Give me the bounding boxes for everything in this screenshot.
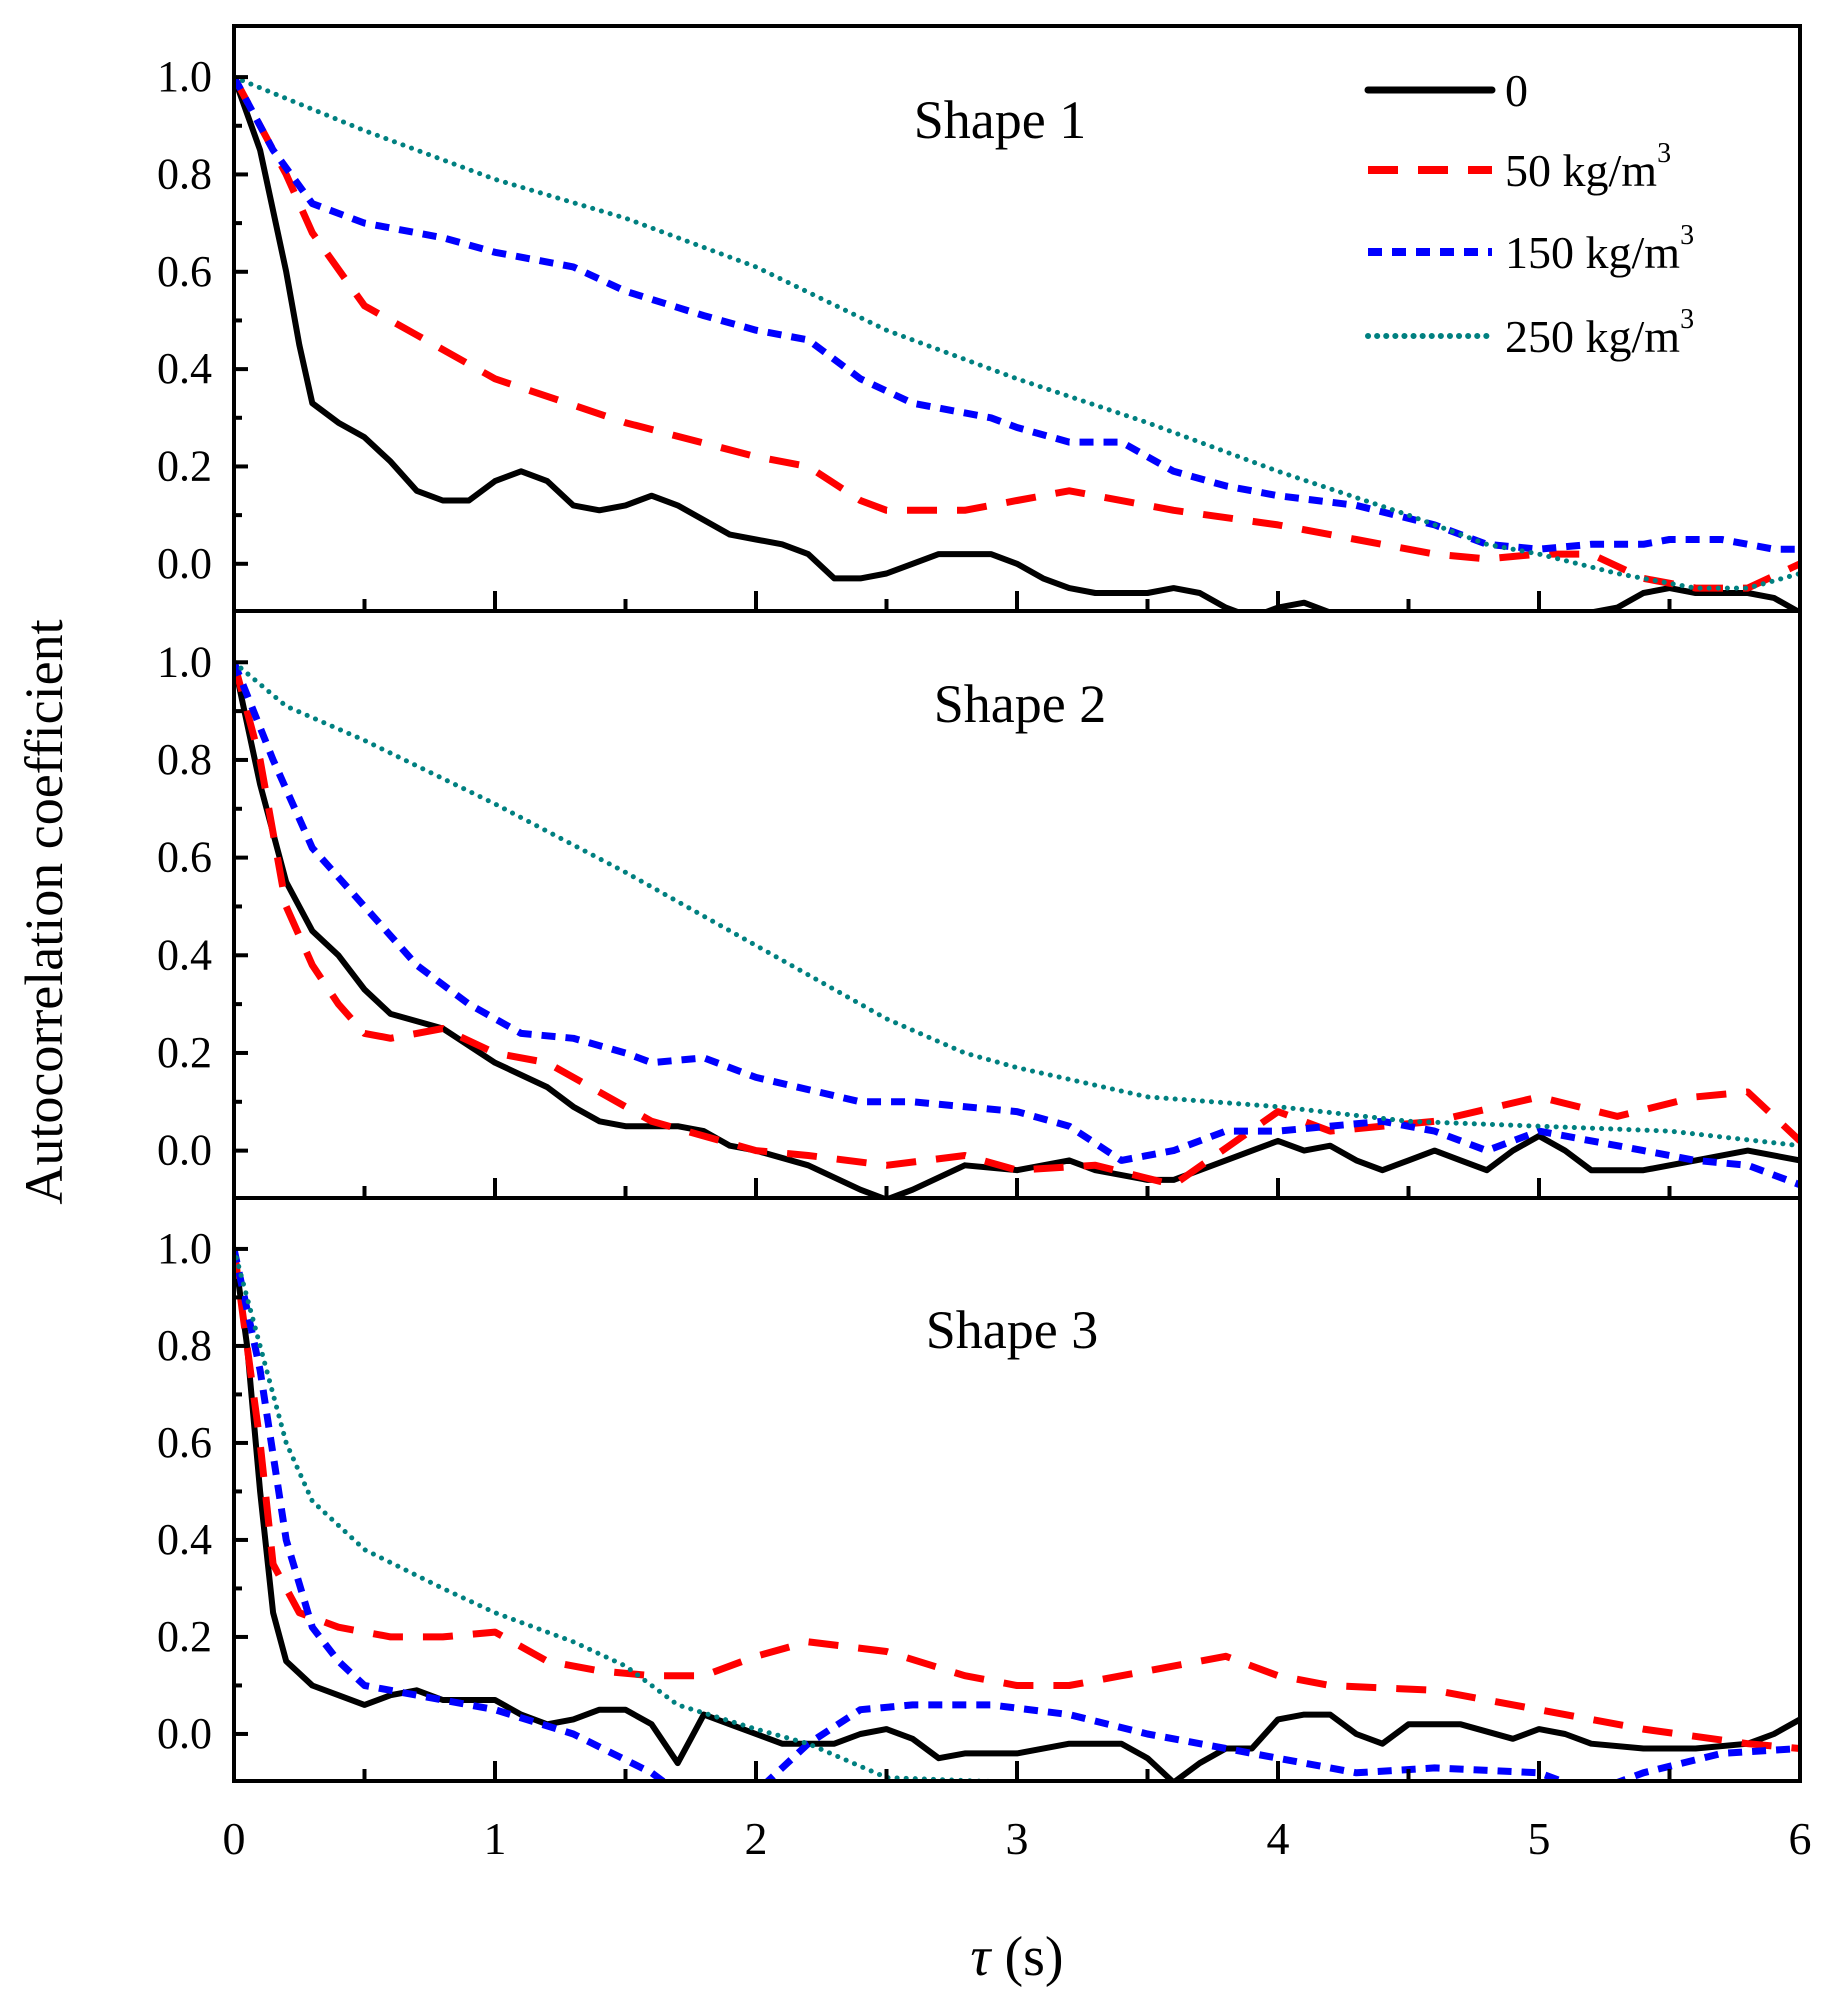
y-tick-label: 0.8 (157, 149, 212, 198)
panel-title: Shape 3 (926, 1300, 1098, 1360)
y-tick-label: 0.6 (157, 833, 212, 882)
panel-title: Shape 2 (934, 674, 1106, 734)
legend: 0 50 kg/m3 150 kg/m3 250 kg/m3 (1364, 65, 1694, 362)
x-tick-label: 0 (223, 1813, 246, 1864)
series-line-0 (234, 74, 1800, 611)
y-tick-label: 0.2 (157, 441, 212, 490)
y-tick-label: 1.0 (157, 52, 212, 101)
series-line-250-kg-m3 (234, 1246, 1800, 1781)
panel-3: 0.0 0.2 0.4 0.6 0.8 1.0 Shape 3 (157, 1196, 1802, 1783)
x-tick-label: 4 (1267, 1813, 1290, 1864)
x-tick-label: 1 (484, 1813, 507, 1864)
y-tick-label: 0.4 (157, 1515, 212, 1564)
x-tick-label: 5 (1528, 1813, 1551, 1864)
y-tick-label: 0.4 (157, 344, 212, 393)
series-line-50-kg-m3 (234, 1248, 1800, 1752)
y-tick-label: 0.6 (157, 1418, 212, 1467)
series-line-150-kg-m3 (234, 660, 1800, 1189)
legend-label: 150 kg/m3 (1505, 220, 1694, 278)
x-tick-label: 2 (745, 1813, 768, 1864)
y-tick-label: 0.2 (157, 1028, 212, 1077)
x-axis-label-symbol: τ (970, 1926, 992, 1988)
x-tick-label: 3 (1006, 1813, 1029, 1864)
legend-label-superscript: 3 (1657, 138, 1671, 169)
x-tick-label: 6 (1789, 1813, 1812, 1864)
y-tick-label: 0.0 (157, 1709, 212, 1758)
series-line-0 (234, 659, 1800, 1198)
series-line-250-kg-m3 (234, 74, 1800, 591)
panel-title: Shape 1 (914, 90, 1086, 150)
y-tick-label: 0.8 (157, 735, 212, 784)
plot-frame (232, 1196, 1802, 1783)
x-axis-label-unit: (s) (990, 1926, 1063, 1988)
series-line-50-kg-m3 (234, 75, 1800, 592)
series-line-150-kg-m3 (234, 1248, 1800, 1781)
y-tick-label: 1.0 (157, 637, 212, 686)
series-line-150-kg-m3 (234, 75, 1800, 553)
legend-label: 0 (1505, 65, 1528, 116)
y-tick-label: 0.6 (157, 247, 212, 296)
y-axis-label: Autocorrelation coefficient (14, 619, 74, 1204)
series-line-50-kg-m3 (234, 661, 1800, 1189)
legend-label-superscript: 3 (1680, 220, 1694, 251)
y-tick-label: 1.0 (157, 1224, 212, 1273)
legend-label-superscript: 3 (1680, 304, 1694, 335)
legend-label: 50 kg/m3 (1505, 138, 1671, 196)
y-tick-label: 0.0 (157, 539, 212, 588)
panel-1: 0.0 0.2 0.4 0.6 0.8 1.0 Shape 1 (157, 24, 1802, 613)
legend-label: 250 kg/m3 (1505, 304, 1694, 362)
x-axis-label: τ (s) (970, 1926, 1063, 1988)
y-tick-label: 0.8 (157, 1321, 212, 1370)
panel-2: 0.0 0.2 0.4 0.6 0.8 1.0 Shape 2 (157, 609, 1802, 1200)
y-tick-label: 0.4 (157, 930, 212, 979)
y-tick-label: 0.2 (157, 1612, 212, 1661)
y-tick-label: 0.0 (157, 1126, 212, 1175)
series-line-250-kg-m3 (234, 659, 1800, 1149)
